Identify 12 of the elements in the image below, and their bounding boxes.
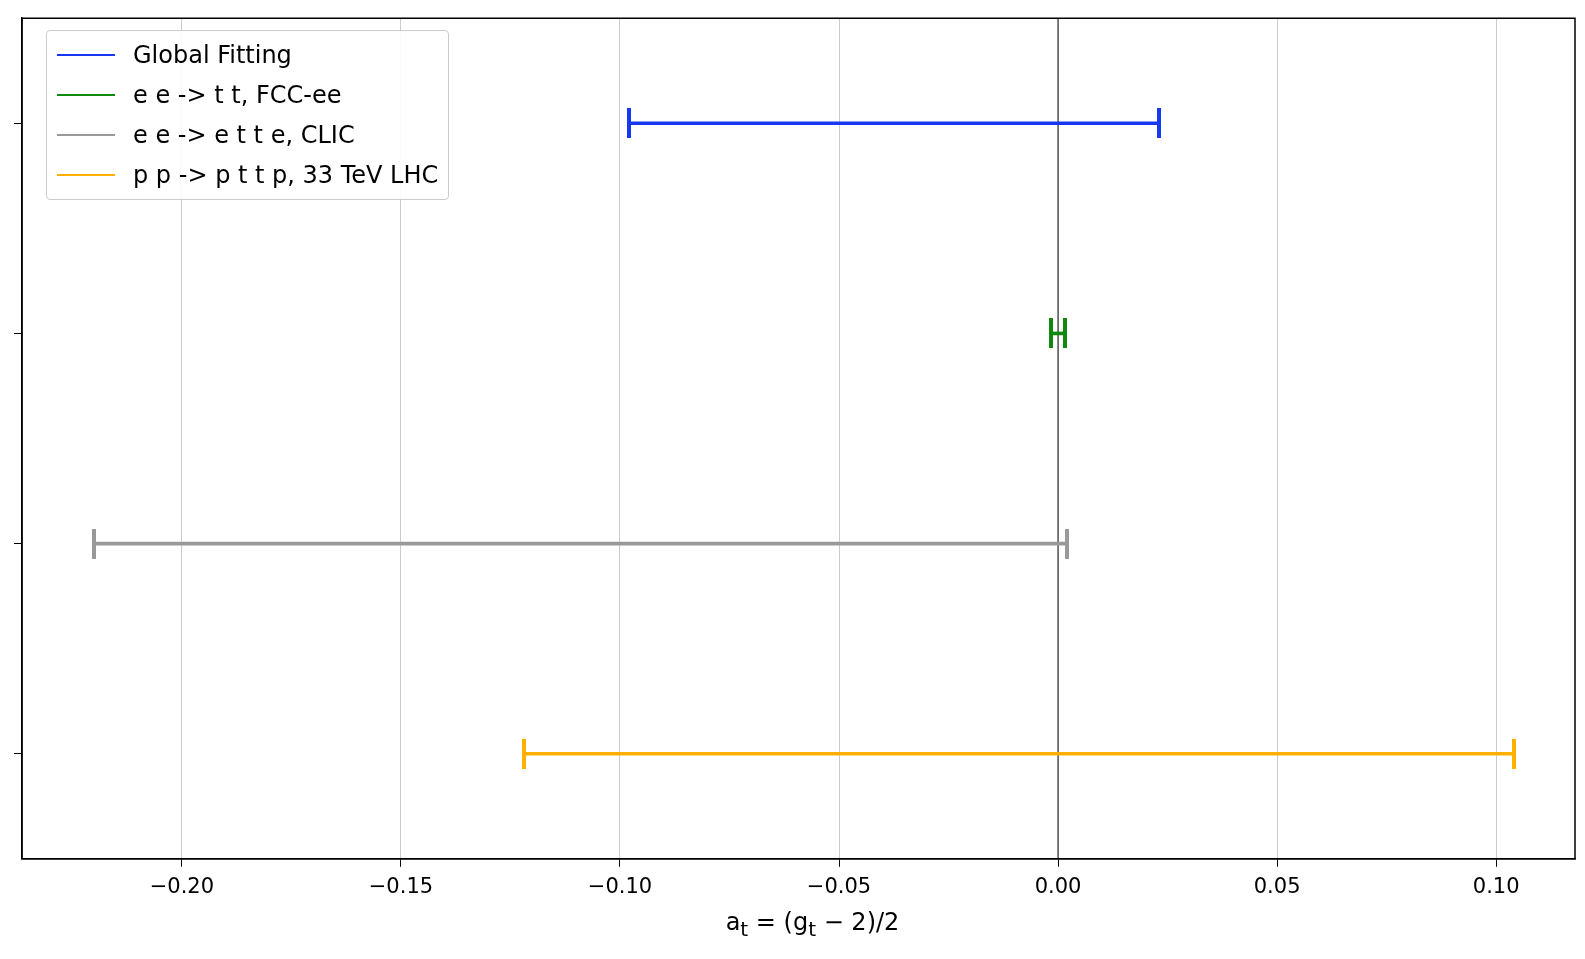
x-tick-label: −0.10 (587, 873, 653, 898)
x-tick-label: 0.05 (1253, 873, 1301, 898)
x-tick-label: 0.00 (1034, 873, 1082, 898)
legend-label: Global Fitting (133, 41, 292, 69)
x-tick-label: −0.05 (806, 873, 872, 898)
x-tick-label: −0.15 (368, 873, 434, 898)
x-tick-label: 0.10 (1472, 873, 1520, 898)
legend-label: e e -> e t t e, CLIC (133, 121, 355, 149)
legend-label: e e -> t t, FCC-ee (133, 81, 342, 109)
x-axis-title: a$_{t}$ = (g$_{t}$ − 2)/2 (724, 908, 901, 941)
legend-label: p p -> p t t p, 33 TeV LHC (133, 161, 439, 189)
x-tick-label: −0.20 (149, 873, 215, 898)
